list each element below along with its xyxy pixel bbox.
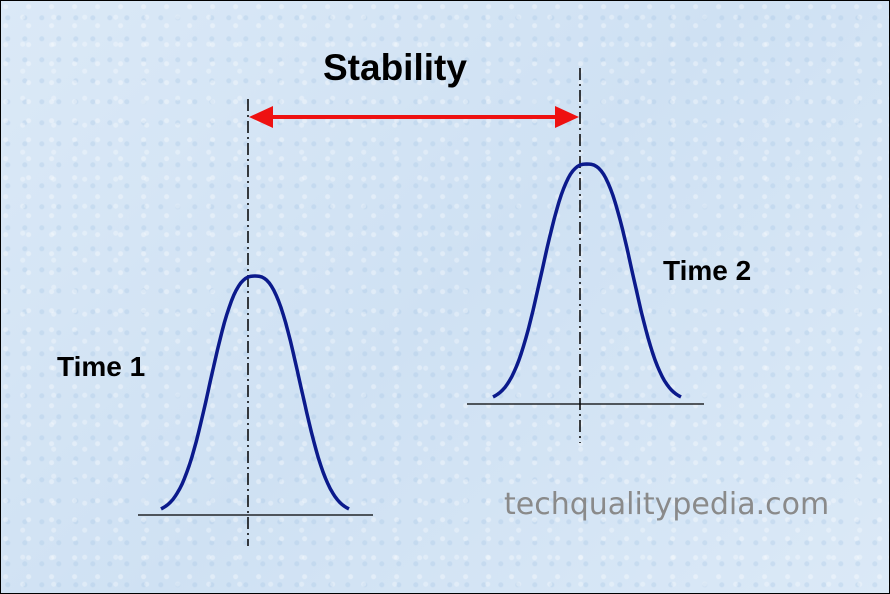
stability-arrow bbox=[249, 106, 579, 128]
arrow-head-left bbox=[249, 106, 273, 128]
time1-label: Time 1 bbox=[57, 351, 146, 382]
stability-title: Stability bbox=[323, 47, 467, 88]
time2-distribution-curve bbox=[492, 162, 682, 399]
watermark-text: techqualitypedia.com bbox=[504, 487, 830, 522]
arrow-head-right bbox=[555, 106, 579, 128]
time1-distribution-curve bbox=[160, 274, 350, 511]
time2-label: Time 2 bbox=[663, 255, 752, 286]
